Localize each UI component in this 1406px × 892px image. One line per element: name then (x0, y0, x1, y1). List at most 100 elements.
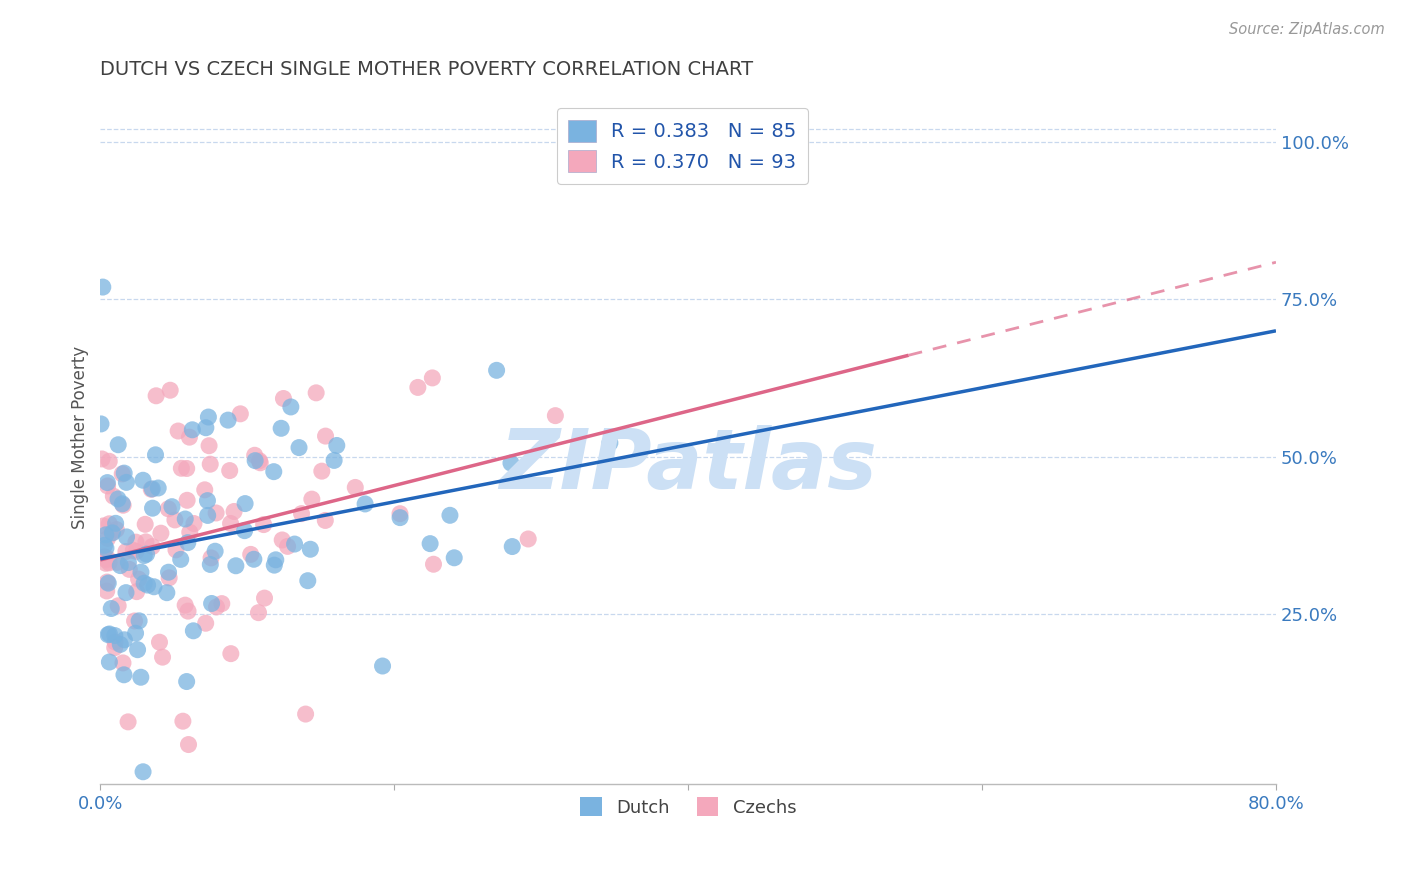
Point (344, 480, 367, 494)
Point (141, 501, 163, 516)
Point (200, 457, 222, 471)
Point (122, 543, 145, 558)
Point (389, 510, 412, 524)
Point (326, 438, 349, 452)
Point (263, 465, 285, 479)
Point (371, 659, 394, 673)
Point (96, 551, 118, 566)
Point (157, 571, 180, 585)
Point (288, 441, 311, 455)
Point (145, 389, 167, 403)
Point (129, 565, 152, 579)
Point (152, 650, 174, 665)
Point (183, 624, 205, 638)
Point (111, 656, 134, 670)
Point (94, 541, 117, 556)
Point (143, 580, 166, 594)
Point (194, 483, 217, 497)
Point (90, 417, 112, 431)
Point (197, 493, 219, 508)
Point (177, 738, 200, 752)
Point (115, 544, 138, 558)
Point (174, 512, 197, 526)
Point (94, 556, 117, 570)
Point (105, 523, 128, 537)
Point (219, 516, 242, 531)
Point (176, 493, 198, 508)
Point (105, 556, 128, 570)
Point (176, 461, 198, 475)
Point (128, 572, 150, 586)
Point (124, 614, 146, 628)
Point (544, 409, 567, 423)
Point (148, 635, 170, 649)
Point (217, 413, 239, 427)
Point (233, 524, 256, 538)
Point (117, 556, 139, 570)
Point (135, 547, 157, 561)
Point (172, 714, 194, 729)
Point (96, 553, 118, 567)
Point (177, 604, 200, 618)
Point (280, 400, 302, 414)
Point (93, 519, 115, 533)
Point (205, 599, 228, 614)
Point (129, 670, 152, 684)
Point (149, 526, 172, 541)
Point (157, 501, 180, 516)
Point (134, 576, 156, 591)
Point (97, 576, 120, 591)
Point (198, 439, 221, 453)
Point (98, 454, 121, 468)
Point (163, 513, 186, 527)
Point (422, 558, 444, 572)
Point (243, 453, 266, 467)
Point (406, 380, 429, 394)
Point (107, 599, 129, 613)
Point (181, 423, 204, 437)
Point (177, 535, 200, 549)
Point (270, 421, 292, 435)
Point (156, 585, 179, 599)
Point (517, 532, 540, 546)
Point (112, 632, 135, 647)
Point (125, 584, 148, 599)
Point (233, 497, 256, 511)
Point (222, 504, 245, 518)
Point (443, 550, 465, 565)
Point (419, 536, 441, 550)
Point (264, 553, 287, 567)
Point (229, 407, 252, 421)
Point (100, 601, 122, 615)
Point (205, 506, 228, 520)
Point (200, 558, 222, 572)
Point (218, 464, 240, 478)
Point (125, 535, 148, 549)
Point (115, 585, 138, 599)
Point (159, 383, 181, 397)
Point (98, 556, 121, 570)
Point (305, 385, 328, 400)
Point (314, 513, 336, 527)
Point (111, 467, 134, 481)
Point (323, 453, 346, 467)
Point (179, 430, 201, 444)
Point (91, 280, 114, 294)
Point (249, 456, 271, 470)
Point (204, 544, 226, 558)
Point (249, 454, 271, 468)
Point (98, 655, 121, 669)
Point (243, 552, 266, 566)
Point (135, 534, 157, 549)
Point (134, 517, 156, 532)
Point (311, 464, 333, 478)
Point (499, 456, 522, 470)
Point (141, 540, 163, 554)
Point (197, 508, 219, 523)
Point (117, 714, 139, 729)
Point (118, 562, 141, 576)
Point (354, 497, 377, 511)
Point (107, 491, 129, 506)
Point (422, 371, 444, 385)
Point (439, 508, 461, 523)
